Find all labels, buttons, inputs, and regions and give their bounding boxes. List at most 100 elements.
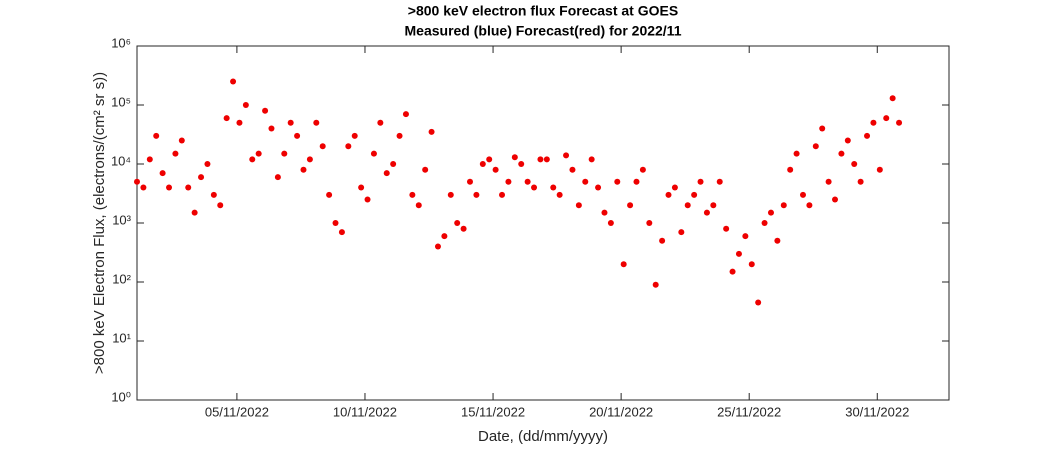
data-point — [223, 115, 230, 122]
data-point — [140, 184, 147, 191]
data-point — [607, 220, 614, 226]
data-point — [812, 143, 819, 150]
data-point — [415, 202, 422, 209]
data-point — [204, 161, 211, 167]
data-point — [332, 220, 339, 226]
data-point — [460, 225, 467, 232]
data-point — [230, 78, 237, 85]
data-point — [646, 220, 653, 226]
data-point — [511, 154, 518, 161]
data-point — [639, 166, 646, 173]
data-point — [876, 166, 883, 173]
data-point — [338, 229, 345, 236]
data-point — [364, 196, 371, 203]
data-point — [832, 196, 839, 203]
data-point — [326, 191, 333, 198]
data-point — [294, 132, 301, 139]
data-point — [505, 178, 512, 185]
x-tick-label: 10/11/2022 — [333, 404, 397, 419]
x-tick-label: 05/11/2022 — [205, 404, 269, 419]
data-point — [896, 119, 903, 126]
data-point — [889, 95, 896, 102]
data-point — [441, 233, 448, 240]
data-point — [774, 237, 781, 244]
data-point — [255, 150, 262, 157]
x-axis-label: Date, (dd/mm/yyyy) — [478, 428, 608, 445]
x-tick-label: 25/11/2022 — [717, 404, 781, 419]
data-point — [409, 191, 416, 198]
data-point — [723, 225, 730, 232]
data-point — [614, 178, 621, 185]
data-point — [601, 209, 608, 216]
data-point — [838, 150, 845, 157]
data-point — [383, 170, 390, 177]
data-point — [819, 125, 826, 132]
data-point — [242, 102, 249, 108]
data-point — [434, 243, 441, 250]
data-point — [499, 191, 506, 198]
chart-subtitle: Measured (blue) Forecast(red) for 2022/1… — [405, 23, 682, 39]
x-tick-label: 15/11/2022 — [461, 404, 525, 419]
data-point — [370, 150, 377, 157]
data-point — [492, 166, 499, 173]
data-point — [844, 137, 851, 144]
data-point — [262, 107, 269, 114]
data-point — [556, 191, 563, 198]
data-point — [575, 202, 582, 209]
data-point — [665, 191, 672, 198]
data-point — [761, 220, 768, 226]
data-point — [563, 152, 570, 159]
data-point — [864, 132, 871, 139]
data-point — [473, 191, 480, 198]
y-tick-label: 10³ — [112, 212, 131, 227]
data-point — [780, 202, 787, 209]
data-point — [313, 119, 320, 126]
data-point — [627, 202, 634, 209]
data-point — [659, 237, 666, 244]
data-point — [729, 268, 736, 275]
data-point — [716, 178, 723, 185]
data-point — [351, 132, 358, 139]
data-point — [825, 178, 832, 185]
data-point — [236, 119, 243, 126]
data-point — [531, 184, 538, 191]
data-point — [217, 202, 224, 209]
data-point — [479, 161, 486, 167]
data-point — [402, 111, 409, 118]
data-point — [883, 115, 890, 122]
data-point — [178, 137, 185, 144]
data-point — [319, 143, 326, 150]
data-point — [870, 119, 877, 126]
data-point — [684, 202, 691, 209]
y-tick-label: 10⁴ — [111, 153, 131, 168]
data-point — [569, 166, 576, 173]
data-point — [755, 299, 762, 306]
data-point — [671, 184, 678, 191]
data-point — [620, 261, 627, 268]
data-point — [735, 250, 742, 257]
x-tick-label: 20/11/2022 — [589, 404, 653, 419]
y-tick-label: 10⁰ — [111, 389, 131, 404]
data-point — [249, 156, 256, 163]
data-point — [185, 184, 192, 191]
data-point — [543, 156, 550, 163]
data-point — [345, 143, 352, 150]
data-point — [703, 209, 710, 216]
data-point — [652, 281, 659, 288]
data-point — [697, 178, 704, 185]
data-point — [198, 174, 205, 181]
y-tick-label: 10⁵ — [111, 94, 131, 109]
data-point — [524, 178, 531, 185]
data-point — [377, 119, 384, 126]
data-point — [518, 161, 525, 167]
y-tick-label: 10⁶ — [111, 35, 131, 50]
data-point — [422, 166, 429, 173]
data-point — [595, 184, 602, 191]
data-point — [153, 132, 160, 139]
data-point — [793, 150, 800, 157]
data-point — [146, 156, 153, 163]
data-point — [748, 261, 755, 268]
data-point — [454, 220, 461, 226]
